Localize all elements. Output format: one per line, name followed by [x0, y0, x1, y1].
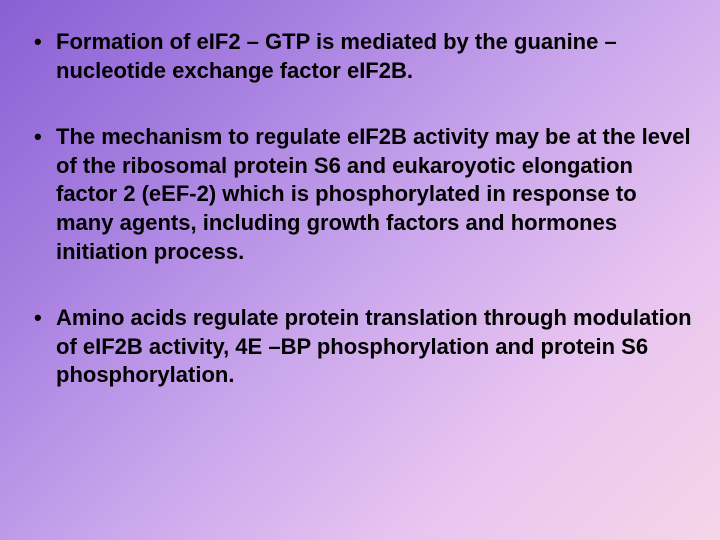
list-item: Formation of eIF2 – GTP is mediated by t… — [28, 28, 692, 85]
bullet-list: Formation of eIF2 – GTP is mediated by t… — [28, 28, 692, 390]
bullet-text-2: The mechanism to regulate eIF2B activity… — [56, 124, 691, 263]
bullet-text-3: Amino acids regulate protein translation… — [56, 305, 692, 387]
bullet-text-1: Formation of eIF2 – GTP is mediated by t… — [56, 29, 617, 83]
list-item: The mechanism to regulate eIF2B activity… — [28, 123, 692, 266]
list-item: Amino acids regulate protein translation… — [28, 304, 692, 390]
